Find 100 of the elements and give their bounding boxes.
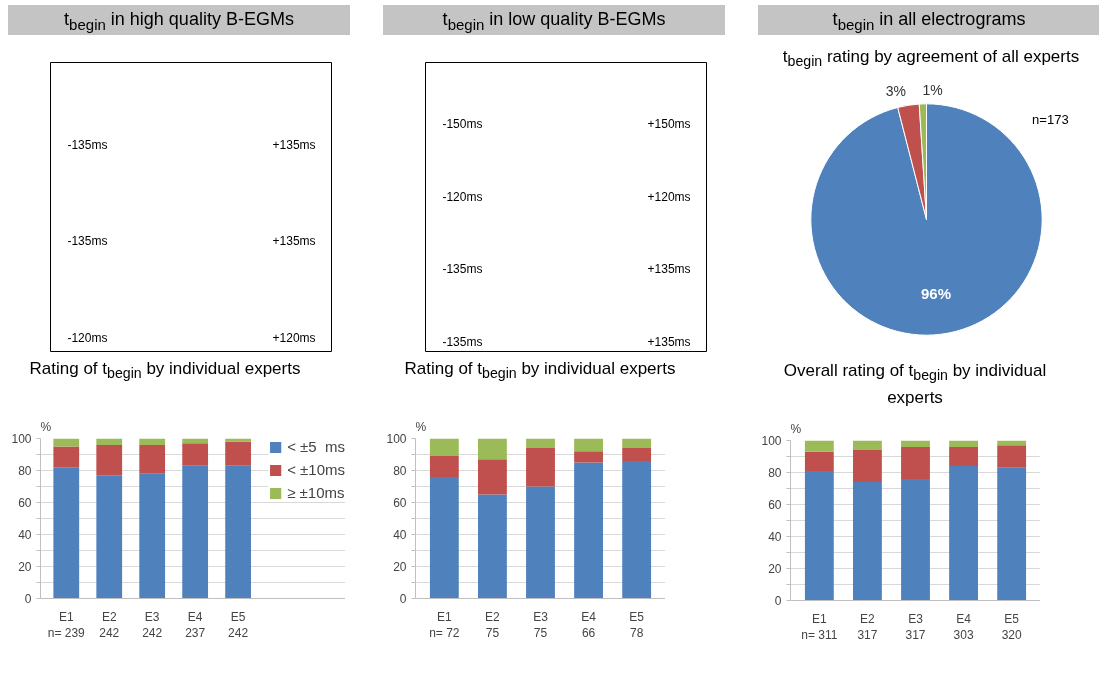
x-tick-label: E3 75: [533, 609, 549, 641]
legend-label: < ±5 ms: [287, 438, 345, 455]
x-tick-label: E4 66: [581, 609, 597, 641]
y-tick-label: 100: [761, 434, 782, 448]
text: -135ms: [67, 234, 108, 249]
y-tick-label: 80: [393, 464, 407, 478]
y-axis-title: %: [40, 419, 52, 434]
bar: [949, 440, 978, 447]
bar: [526, 486, 555, 599]
bar: [139, 473, 166, 599]
x-tick-label: E1 n= 311: [801, 611, 838, 643]
bar: [901, 446, 930, 479]
bar: [804, 451, 834, 471]
y-tick-label: 60: [768, 498, 782, 512]
text: +135ms: [272, 137, 316, 152]
text: -150ms: [442, 117, 483, 132]
chart-title: Rating of t$_{begin}$ by individual experts: [404, 358, 676, 384]
bar: [429, 456, 459, 477]
bar: [804, 470, 834, 601]
bar: [96, 444, 123, 476]
bar: [478, 438, 507, 460]
x-tick-label: E4 237: [185, 609, 206, 641]
text: -135ms: [442, 334, 483, 349]
bar: [139, 444, 166, 474]
y-tick-label: 60: [393, 496, 407, 510]
bar: [574, 438, 603, 452]
y-tick-label: 40: [18, 528, 32, 542]
bar: [526, 438, 555, 449]
bar: [96, 475, 123, 599]
y-tick-label: 20: [18, 560, 32, 574]
y-tick-label: 100: [386, 432, 407, 446]
y-tick-label: 80: [768, 466, 782, 480]
x-tick-label: E2 75: [485, 609, 501, 641]
text: +135ms: [647, 262, 691, 277]
bar: [478, 494, 507, 599]
bar: [225, 438, 251, 442]
data-label: 96%: [920, 285, 951, 303]
bar: [574, 462, 603, 599]
bar: [182, 465, 209, 599]
text: -120ms: [442, 189, 483, 204]
bar: [804, 440, 834, 452]
bar: [53, 446, 80, 468]
bar: [997, 445, 1027, 468]
text: t$_{begin}$ in high quality B-EGMs: [64, 8, 294, 35]
bar: [853, 450, 882, 483]
bar: [526, 448, 555, 487]
bar: [622, 448, 652, 461]
text: +120ms: [647, 189, 691, 204]
bar: [622, 460, 652, 599]
x-tick-label: E1 n= 72: [429, 609, 460, 641]
bar: [901, 478, 930, 601]
text: n=173: [1032, 112, 1069, 127]
y-tick-label: 0: [24, 592, 32, 606]
bar: [478, 459, 507, 495]
x-tick-label: E2 242: [99, 609, 120, 641]
bar: [429, 438, 459, 457]
bar: [949, 466, 978, 601]
chart-title: Overall rating of t$_{begin}$ by individual experts: [782, 360, 1048, 409]
bar: [853, 482, 882, 601]
bar: [139, 438, 166, 445]
bar: [182, 443, 209, 466]
text: -120ms: [67, 331, 108, 345]
bar: [622, 438, 652, 449]
data-label: 1%: [922, 81, 943, 98]
data-label: 3%: [885, 83, 907, 100]
x-tick-label: E1 n= 239: [47, 609, 86, 641]
bar: [225, 441, 251, 466]
y-tick-label: 100: [11, 432, 32, 446]
x-tick-label: E5 320: [1001, 611, 1022, 643]
y-tick-label: 60: [18, 496, 32, 510]
y-tick-label: 40: [768, 530, 782, 544]
y-axis-title: %: [415, 419, 427, 434]
x-tick-label: E4 303: [953, 611, 974, 643]
text: t$_{begin}$ in low quality B-EGMs: [442, 8, 666, 35]
bar: [429, 476, 459, 599]
bar: [225, 465, 251, 599]
legend-label: < ±10ms: [287, 461, 345, 478]
text: -135ms: [67, 137, 108, 152]
bar: [997, 467, 1027, 601]
y-tick-label: 20: [768, 562, 782, 576]
y-tick-label: 40: [393, 528, 407, 542]
bar: [53, 438, 80, 447]
y-tick-label: 20: [393, 560, 407, 574]
bar: [949, 446, 978, 467]
y-tick-label: 80: [18, 464, 32, 478]
y-tick-label: 0: [774, 594, 782, 608]
bar: [574, 451, 603, 463]
chart-title: Rating of t$_{begin}$ by individual experts: [29, 358, 301, 384]
text: +150ms: [647, 117, 691, 132]
legend-label: ≥ ±10ms: [287, 484, 345, 501]
bar: [96, 438, 123, 445]
bar: [853, 440, 882, 451]
x-tick-label: E3 242: [142, 609, 163, 641]
x-tick-label: E5 242: [228, 609, 249, 641]
y-tick-label: 0: [399, 592, 407, 606]
bar: [53, 467, 80, 599]
y-axis-title: %: [790, 421, 802, 436]
x-tick-label: E2 317: [857, 611, 878, 643]
x-tick-label: E5 78: [629, 609, 645, 641]
text: +135ms: [647, 334, 691, 349]
